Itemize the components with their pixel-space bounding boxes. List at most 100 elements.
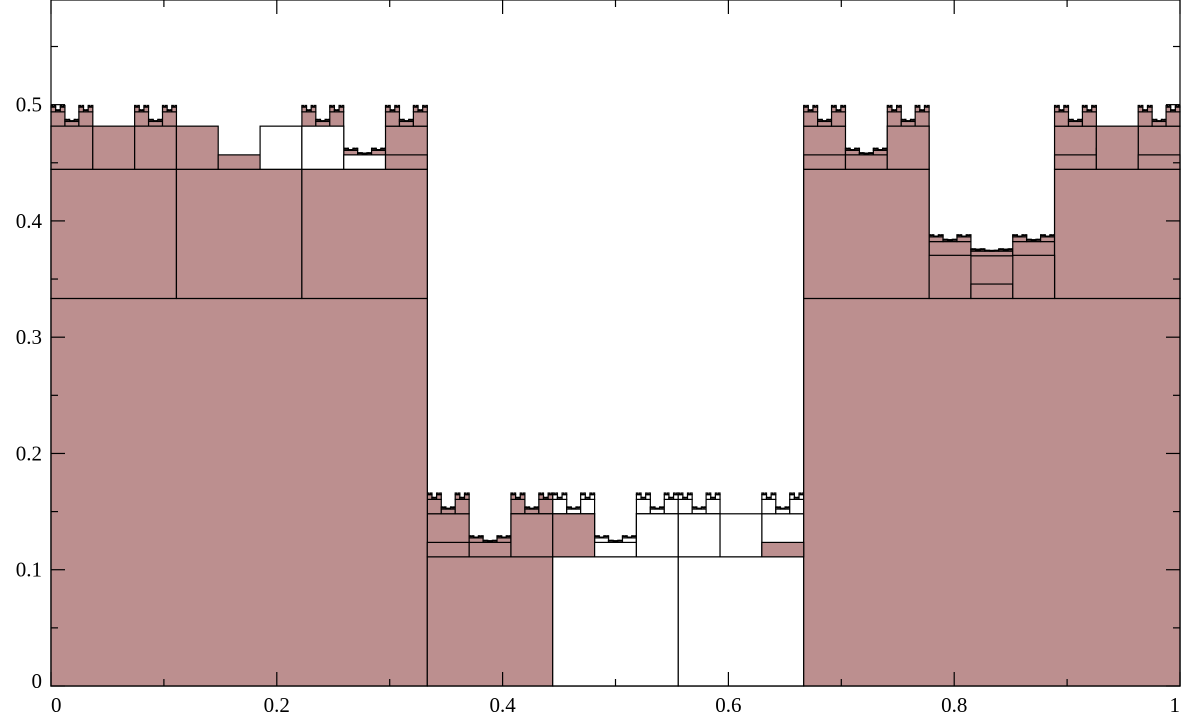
bar <box>708 492 712 496</box>
x-tick-label: 0 <box>51 693 62 717</box>
bar <box>970 250 1014 257</box>
bar <box>62 104 66 108</box>
bar <box>310 106 317 113</box>
bar <box>175 168 303 300</box>
bar <box>840 106 847 113</box>
bar <box>425 104 428 108</box>
bar <box>398 120 414 127</box>
bar <box>635 513 679 558</box>
bar <box>923 106 930 113</box>
bar <box>1154 118 1158 121</box>
bar <box>81 104 85 108</box>
bar <box>137 104 140 108</box>
bar <box>569 506 572 509</box>
bar <box>761 498 777 515</box>
bar <box>426 498 442 515</box>
bar <box>443 506 447 509</box>
bar <box>439 492 442 496</box>
bar <box>1067 120 1084 127</box>
bar <box>454 494 461 500</box>
bar <box>982 248 986 250</box>
bar <box>815 104 819 108</box>
bar <box>677 513 721 558</box>
bar <box>928 236 944 243</box>
bar <box>690 492 693 496</box>
x-tick-label: 0.4 <box>489 693 516 717</box>
bar <box>463 494 470 500</box>
bar <box>691 508 707 515</box>
bar <box>830 111 847 127</box>
bar <box>67 118 71 121</box>
bar <box>830 106 837 113</box>
bar <box>635 498 651 515</box>
bar <box>217 154 261 170</box>
bar <box>635 494 642 500</box>
bar <box>412 111 428 127</box>
bar <box>606 535 610 537</box>
bar <box>343 154 387 170</box>
bar <box>384 106 391 113</box>
bar <box>914 106 921 113</box>
bar <box>161 106 168 113</box>
bar <box>522 492 526 496</box>
bar <box>1024 234 1028 236</box>
bar <box>50 106 57 113</box>
bar <box>301 106 308 113</box>
bar <box>59 106 66 113</box>
x-tick-label: 0.8 <box>941 693 967 717</box>
bar <box>50 111 66 127</box>
bar <box>1053 106 1060 113</box>
bar <box>844 154 888 170</box>
y-tick-label: 0.5 <box>16 93 42 117</box>
y-tick-label: 0.3 <box>16 325 42 349</box>
bar <box>705 494 712 500</box>
bar <box>834 104 837 108</box>
bar <box>510 494 517 500</box>
bar <box>803 111 819 127</box>
bar <box>552 513 596 558</box>
bar <box>426 494 433 500</box>
bar <box>1137 111 1153 127</box>
bar <box>90 104 94 108</box>
bar <box>714 494 721 500</box>
bar <box>900 120 916 127</box>
bar <box>895 106 902 113</box>
bar <box>705 498 721 515</box>
bar <box>561 494 568 500</box>
bar <box>78 106 85 113</box>
bar <box>161 111 178 127</box>
bar <box>513 492 517 496</box>
bar <box>315 120 331 127</box>
bar <box>151 118 154 121</box>
bar <box>652 506 656 509</box>
bar <box>422 106 428 113</box>
bar <box>914 111 930 127</box>
bar <box>589 494 596 500</box>
bar <box>1081 106 1088 113</box>
bar <box>803 154 847 170</box>
bar <box>666 492 670 496</box>
bar <box>175 125 219 170</box>
bar <box>384 111 401 127</box>
bar <box>146 104 150 108</box>
bar <box>50 168 178 300</box>
x-tick-label: 1 <box>1170 693 1181 717</box>
bar <box>789 498 805 515</box>
bar <box>313 104 317 108</box>
bar <box>803 106 809 113</box>
bar <box>928 254 972 300</box>
bar <box>50 297 428 687</box>
bar <box>426 556 554 687</box>
bar <box>1012 254 1056 300</box>
bar <box>134 111 150 127</box>
bar <box>471 535 475 537</box>
y-tick-label: 0 <box>32 669 43 693</box>
bar <box>466 492 470 496</box>
bar <box>134 125 178 170</box>
bar <box>680 492 684 496</box>
x-tick-label: 0.2 <box>264 693 290 717</box>
bar <box>1040 236 1056 243</box>
bar <box>597 535 600 537</box>
bar <box>638 492 642 496</box>
